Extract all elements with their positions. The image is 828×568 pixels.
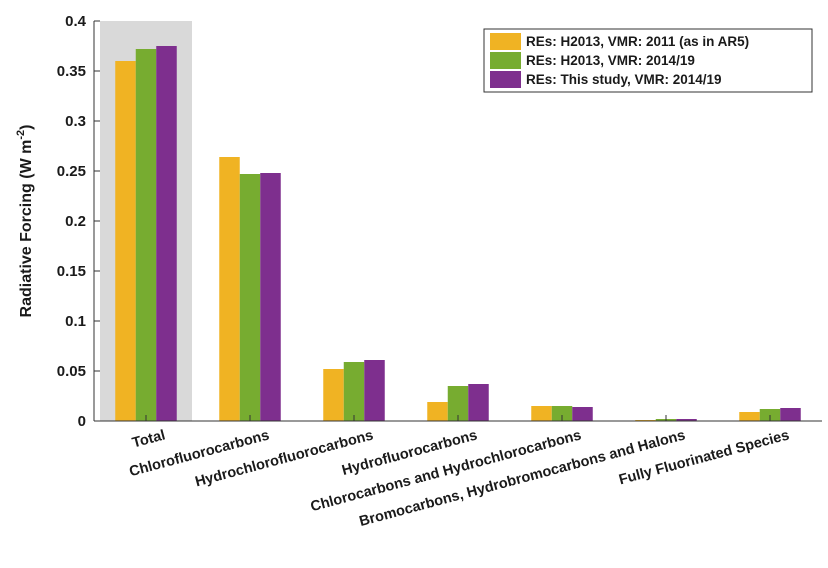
- bar-2-5: [551, 406, 573, 421]
- bar-3-6: [676, 419, 697, 421]
- bar-3-2: [260, 173, 281, 421]
- y-tick-label: 0.35: [57, 63, 86, 80]
- y-tick-label: 0: [78, 413, 86, 430]
- bar-1-7: [739, 412, 760, 421]
- bar-1-3: [323, 369, 344, 421]
- y-tick-label: 0.15: [57, 263, 86, 280]
- bar-3-4: [468, 384, 489, 421]
- bar-1-2: [219, 157, 240, 421]
- bar-2-3: [343, 362, 365, 421]
- legend-label: REs: H2013, VMR: 2011 (as in AR5): [526, 34, 749, 49]
- bar-1-5: [531, 406, 552, 421]
- x-tick-label: Total: [130, 427, 167, 451]
- bar-3-3: [364, 360, 385, 421]
- y-tick-label: 0.4: [65, 13, 87, 30]
- bar-2-1: [135, 49, 157, 421]
- legend-box: [483, 28, 813, 93]
- y-tick-label: 0.3: [65, 113, 86, 130]
- y-tick-label: 0.1: [65, 313, 86, 330]
- x-tick-label: Hydrochlorofluorocarbons: [193, 427, 375, 490]
- legend-swatch: [490, 71, 521, 88]
- y-tick-label: 0.2: [65, 213, 86, 230]
- bar-1-4: [427, 402, 448, 421]
- legend-swatch: [490, 52, 521, 69]
- y-tick-label: 0.25: [57, 163, 86, 180]
- bar-3-5: [572, 407, 593, 421]
- y-tick-label: 0.05: [57, 363, 86, 380]
- y-axis-label: Radiative Forcing (W m-2): [15, 125, 35, 318]
- bar-2-4: [447, 386, 469, 421]
- legend-swatch: [490, 33, 521, 50]
- bar-3-7: [780, 408, 801, 421]
- legend-label: REs: H2013, VMR: 2014/19: [526, 53, 695, 68]
- legend: REs: H2013, VMR: 2011 (as in AR5) REs: H2…: [483, 28, 813, 93]
- x-tick-label: Fully Fluorinated Species: [617, 427, 791, 488]
- legend-label: REs: This study, VMR: 2014/19: [526, 72, 722, 87]
- bar-1-1: [115, 61, 136, 421]
- bar-3-1: [156, 46, 177, 421]
- bar-2-2: [239, 174, 261, 421]
